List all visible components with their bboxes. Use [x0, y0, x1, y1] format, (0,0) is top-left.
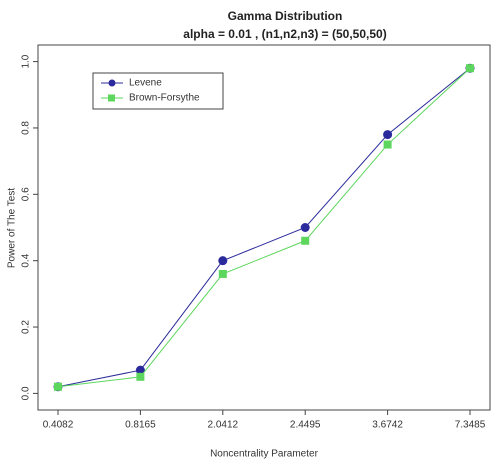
data-point	[466, 64, 474, 73]
y-axis-label: Power of The Test	[7, 188, 18, 268]
plot-frame	[37, 44, 491, 411]
data-point	[218, 256, 228, 266]
data-point	[135, 365, 145, 375]
y-tick-label: 1.0	[21, 54, 32, 68]
legend-marker	[108, 94, 115, 102]
legend-label: Levene	[129, 78, 162, 89]
y-tick-label: 0.0	[21, 386, 32, 400]
y-tick-label: 0.6	[21, 187, 32, 201]
legend-box	[92, 72, 224, 110]
legend-marker	[108, 79, 116, 87]
data-point	[218, 269, 227, 278]
y-tick-label: 0.2	[21, 320, 32, 334]
x-tick-label: 0.4082	[43, 420, 74, 431]
data-point	[54, 382, 62, 391]
series-line	[57, 67, 471, 388]
data-point	[136, 372, 145, 381]
x-tick-label: 7.3485	[455, 420, 486, 431]
x-axis-label: Noncentrality Parameter	[210, 449, 318, 460]
x-tick-label: 2.4495	[290, 420, 321, 431]
data-point	[301, 236, 310, 245]
x-tick-label: 2.0412	[208, 420, 239, 431]
data-point	[383, 140, 392, 149]
y-tick-label: 0.4	[21, 253, 32, 267]
x-tick-label: 3.6742	[372, 420, 403, 431]
data-point	[300, 223, 310, 232]
data-point	[383, 130, 393, 140]
legend-label: Brown-Forsythe	[129, 93, 200, 104]
series-line	[57, 67, 471, 388]
chart-title: Gamma Distribution	[228, 9, 343, 23]
chart-subtitle: alpha = 0.01 , (n1,n2,n3) = (50,50,50)	[183, 27, 386, 41]
y-tick-label: 0.8	[21, 121, 32, 135]
x-tick-label: 0.8165	[125, 420, 156, 431]
